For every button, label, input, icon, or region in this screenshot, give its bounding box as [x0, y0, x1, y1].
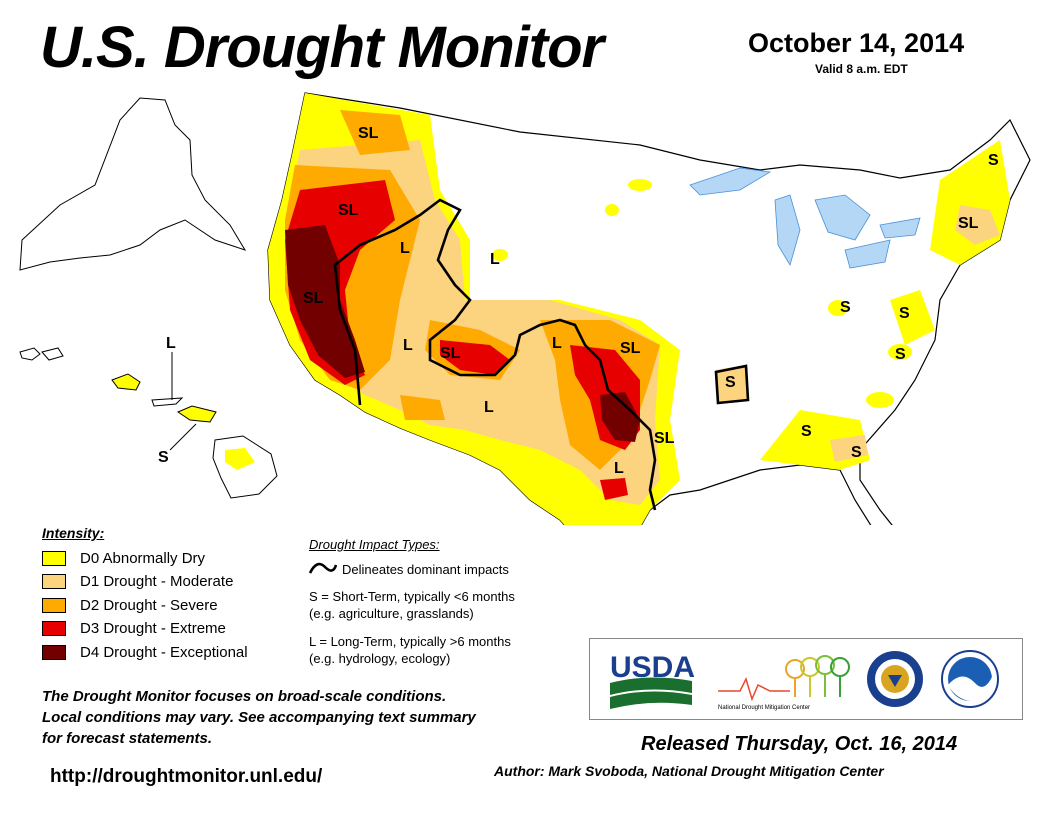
- svg-text:National Drought Mitigation Ce: National Drought Mitigation Center: [718, 705, 810, 711]
- great-lakes: [689, 167, 921, 269]
- legend-item-d2: D2 Drought - Severe: [42, 595, 218, 615]
- map-label-sl-colorado: SL: [440, 345, 461, 362]
- disclaimer: The Drought Monitor focuses on broad-sca…: [42, 686, 476, 749]
- valid-time: Valid 8 a.m. EDT: [815, 62, 908, 76]
- legend-label-d2: D2 Drought - Severe: [80, 596, 218, 614]
- partner-logos: USDA National Drought Mitigation Center: [589, 638, 1023, 720]
- legend-label-d0: D0 Abnormally Dry: [80, 549, 206, 567]
- map-label-s-illinois: S: [840, 299, 851, 316]
- disclaimer-line-2: Local conditions may vary. See accompany…: [42, 709, 476, 726]
- legend-label-d1: D1 Drought - Moderate: [80, 572, 234, 590]
- ndmc-logo: National Drought Mitigation Center: [718, 655, 850, 711]
- map-label-s-missouri: S: [725, 374, 736, 391]
- legend-label-d3: D3 Drought - Extreme: [80, 619, 226, 637]
- map-label-s-virginia-south: S: [895, 346, 906, 363]
- disclaimer-line-3: for forecast statements.: [42, 730, 213, 747]
- legend-item-d4: D4 Drought - Exceptional: [42, 642, 248, 662]
- map-label-l-wyoming: L: [490, 251, 500, 268]
- d4-regions: [285, 225, 640, 442]
- website-url[interactable]: http://droughtmonitor.unl.edu/: [50, 766, 323, 787]
- legend-swatch-d0: [42, 550, 66, 566]
- map-label-s-georgia: S: [851, 444, 862, 461]
- disclaimer-line-1: The Drought Monitor focuses on broad-sca…: [42, 688, 447, 705]
- legend-swatch-d2: [42, 597, 66, 613]
- map-label-l-kansas: L: [552, 335, 562, 352]
- alaska-outline: [19, 97, 247, 271]
- impact-types-title: Drought Impact Types:: [309, 537, 440, 552]
- legend-label-d4: D4 Drought - Exceptional: [80, 643, 248, 661]
- map-label-l-idaho: L: [400, 240, 410, 257]
- legend-title: Intensity:: [42, 525, 105, 541]
- map-label-l-hawaii: L: [166, 335, 176, 352]
- map-label-l-texas: L: [614, 460, 624, 477]
- legend-swatch-d4: [42, 644, 66, 660]
- impact-long-term-example: (e.g. hydrology, ecology): [309, 651, 451, 666]
- impact-short-term: S = Short-Term, typically <6 months: [309, 589, 515, 604]
- noaa-logo: [941, 650, 999, 708]
- impact-short-term-example: (e.g. agriculture, grasslands): [309, 606, 474, 621]
- impact-line-icon: [309, 562, 337, 574]
- map-label-sl-oklahoma: SL: [654, 430, 675, 447]
- legend-item-d3: D3 Drought - Extreme: [42, 618, 226, 638]
- author: Author: Mark Svoboda, National Drought M…: [494, 763, 884, 779]
- map-date: October 14, 2014: [748, 28, 965, 58]
- legend-swatch-d3: [42, 620, 66, 636]
- legend-item-d1: D1 Drought - Moderate: [42, 571, 233, 591]
- drought-map: SL SL SL L L L SL L L SL SL L SL S S S S…: [19, 92, 1031, 525]
- map-label-sl-oregon: SL: [338, 202, 359, 219]
- legend-swatch-d1: [42, 573, 66, 589]
- logos-graphic: USDA National Drought Mitigation Center: [610, 650, 999, 711]
- map-label-s-virginia: S: [899, 305, 910, 322]
- map-label-sl-california: SL: [303, 290, 324, 307]
- legend-item-d0: D0 Abnormally Dry: [42, 548, 205, 568]
- release-date: Released Thursday, Oct. 16, 2014: [641, 733, 958, 755]
- map-label-s-hawaii: S: [158, 449, 169, 466]
- usda-logo: USDA: [610, 651, 695, 709]
- commerce-seal: [867, 651, 923, 707]
- impact-long-term: L = Long-Term, typically >6 months: [309, 634, 511, 649]
- map-label-sl-kansas: SL: [620, 340, 641, 357]
- hawaii-leader-s: [169, 423, 197, 451]
- map-label-sl-newengland: SL: [958, 215, 979, 232]
- hawaii-islands: [19, 347, 278, 499]
- impact-boundaries: [333, 198, 750, 511]
- impact-delineates: Delineates dominant impacts: [342, 562, 509, 577]
- map-label-s-maine: S: [988, 152, 999, 169]
- map-label-s-alabama: S: [801, 423, 812, 440]
- map-label-l-nevada: L: [403, 337, 413, 354]
- map-label-sl-oregon-north: SL: [358, 125, 379, 142]
- map-label-l-arizona: L: [484, 399, 494, 416]
- page-title: U.S. Drought Monitor: [40, 15, 604, 80]
